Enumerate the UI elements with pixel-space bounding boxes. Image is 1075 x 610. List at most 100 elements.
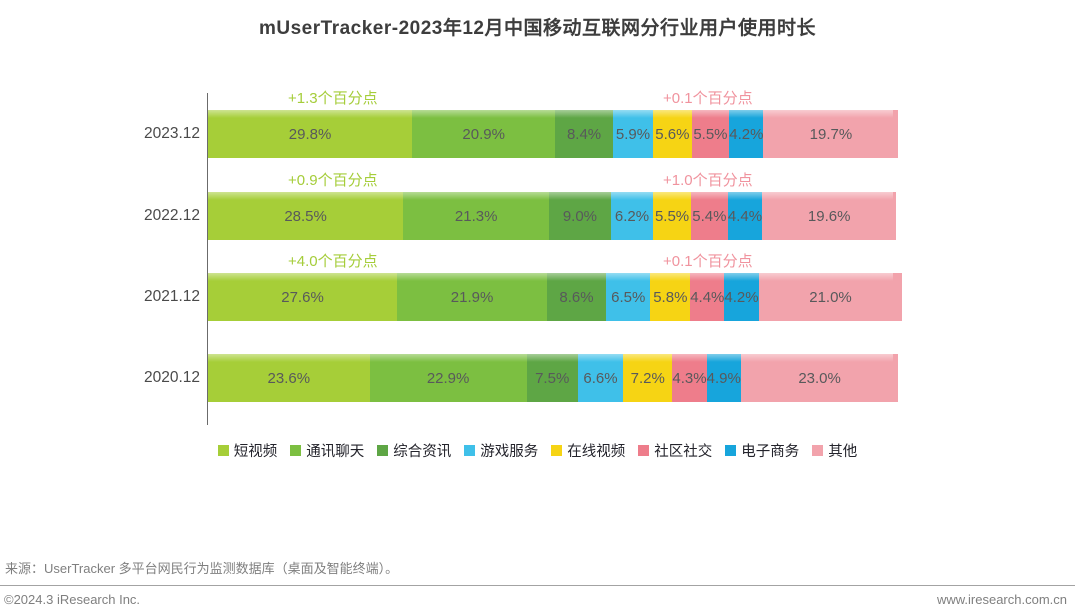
row-label: 2021.12 [143, 288, 200, 305]
legend-swatch [217, 445, 229, 456]
bar-segment: 5.8% [650, 273, 691, 321]
legend-label: 短视频 [233, 444, 278, 460]
bar-segment: 9.0% [549, 192, 611, 240]
gain-annotation-pink: +1.0个百分点 [663, 172, 753, 189]
legend-item: 综合资讯 [377, 440, 451, 461]
bar-segment: 19.6% [762, 192, 897, 240]
bar-segment: 6.2% [610, 192, 654, 240]
legend-label: 游戏服务 [480, 444, 539, 460]
segment-value-label: 4.3% [672, 369, 707, 387]
segment-value-label: 29.8% [288, 125, 332, 143]
chart-title: mUserTracker-2023年12月中国移动互联网分行业用户使用时长 [259, 18, 816, 39]
legend-label: 电子商务 [741, 444, 800, 460]
row-label: 2022.12 [143, 207, 200, 224]
legend-swatch [377, 445, 389, 456]
legend-swatch [551, 445, 563, 456]
legend-item: 通讯聊天 [290, 440, 364, 461]
bar-segment: 6.5% [605, 273, 651, 321]
legend-label: 通讯聊天 [306, 444, 365, 460]
segment-value-label: 5.5% [693, 125, 728, 143]
segment-value-label: 5.6% [655, 125, 690, 143]
segment-value-label: 8.4% [566, 125, 602, 143]
bar-segment: 6.6% [577, 354, 624, 402]
segment-value-label: 21.3% [454, 207, 498, 225]
segment-value-label: 4.9% [706, 369, 741, 387]
legend-item: 在线视频 [551, 440, 625, 461]
bar-segment: 20.9% [412, 110, 556, 158]
bar-segment: 21.9% [397, 273, 548, 321]
chart-area: 2023.12 +1.3个百分点 +0.1个百分点 29.8% 20.9% 8.4% 5.9… [0, 85, 1075, 430]
bar-segment: 21.3% [403, 192, 550, 240]
stacked-bar: 28.5% 21.3% 9.0% 6.2% 5.5% 5.4% 4.4% 19.6% [208, 192, 897, 240]
legend-item: 游戏服务 [464, 440, 538, 461]
bar-segment: 5.4% [690, 192, 728, 240]
legend-swatch [812, 445, 824, 456]
stacked-bar: 27.6% 21.9% 8.6% 6.5% 5.8% 4.4% 4.2% 21.0% [208, 273, 903, 321]
legend-label: 在线视频 [567, 444, 626, 460]
bar-segment: 5.5% [653, 192, 691, 240]
bar-segment: 7.2% [623, 354, 673, 402]
segment-value-label: 23.6% [267, 369, 311, 387]
segment-value-label: 5.5% [654, 207, 690, 225]
bar-segment: 23.6% [208, 354, 370, 402]
row-label: 2020.12 [143, 369, 200, 386]
legend-swatch [464, 445, 476, 456]
gain-annotation-green: +0.9个百分点 [288, 172, 378, 189]
segment-value-label: 21.0% [809, 288, 852, 306]
legend-item: 其他 [812, 440, 857, 461]
bar-segment: 4.2% [729, 110, 764, 158]
segment-value-label: 9.0% [562, 207, 598, 225]
segment-value-label: 6.5% [611, 288, 646, 306]
gain-annotation-green: +1.3个百分点 [288, 90, 378, 107]
legend-label: 社区社交 [654, 444, 713, 460]
bar-segment: 4.4% [727, 192, 763, 240]
legend-label: 其他 [828, 444, 858, 460]
legend-item: 社区社交 [638, 440, 712, 461]
segment-value-label: 4.2% [724, 288, 759, 306]
segment-value-label: 4.4% [727, 207, 763, 225]
gain-annotation-pink: +0.1个百分点 [663, 253, 753, 270]
bar-segment: 4.9% [706, 354, 741, 402]
segment-value-label: 4.2% [729, 125, 764, 143]
legend-swatch [290, 445, 302, 456]
bar-segment: 8.6% [547, 273, 606, 321]
bar-segment: 28.5% [208, 192, 404, 240]
legend: 短视频 通讯聊天 综合资讯 游戏服务 在线视频 社区社交 电子商务 其他 [0, 440, 1075, 461]
segment-value-label: 7.5% [535, 369, 570, 387]
segment-value-label: 19.6% [807, 207, 851, 225]
bar-segment: 27.6% [208, 273, 398, 321]
segment-value-label: 22.9% [426, 369, 470, 387]
segment-value-label: 27.6% [281, 288, 324, 306]
segment-value-label: 5.8% [653, 288, 688, 306]
gain-annotation-green: +4.0个百分点 [288, 253, 378, 270]
segment-value-label: 5.9% [615, 125, 651, 143]
legend-item: 电子商务 [725, 440, 799, 461]
bar-segment: 5.5% [691, 110, 730, 158]
row-label: 2023.12 [143, 125, 200, 142]
bar-segment: 29.8% [208, 110, 413, 158]
legend-swatch [638, 445, 650, 456]
legend-label: 综合资讯 [393, 444, 452, 460]
segment-value-label: 21.9% [450, 288, 494, 306]
legend-item: 短视频 [217, 440, 278, 461]
segment-value-label: 5.4% [692, 207, 727, 225]
segment-value-label: 23.0% [798, 369, 841, 387]
bar-segment: 4.2% [724, 273, 759, 321]
stacked-bar: 29.8% 20.9% 8.4% 5.9% 5.6% 5.5% 4.2% 19.7% [208, 110, 899, 158]
segment-value-label: 7.2% [630, 369, 665, 387]
copyright-text: ©2024.3 iResearch Inc. [4, 592, 141, 607]
gain-annotation-pink: +0.1个百分点 [663, 90, 753, 107]
bar-segment: 7.5% [526, 354, 578, 402]
y-axis-line [207, 93, 208, 425]
bar-segment: 23.0% [740, 354, 899, 402]
bar-segment: 22.9% [369, 354, 527, 402]
stacked-bar: 23.6% 22.9% 7.5% 6.6% 7.2% 4.3% 4.9% 23.0% [208, 354, 899, 402]
website-link: www.iresearch.com.cn [936, 592, 1067, 607]
bar-segment: 19.7% [763, 110, 899, 158]
source-note: 来源：UserTracker 多平台网民行为监测数据库（桌面及智能终端）。 [5, 561, 399, 576]
segment-value-label: 6.6% [583, 369, 618, 387]
legend-swatch [725, 445, 737, 456]
segment-value-label: 6.2% [614, 207, 650, 225]
bar-segment: 8.4% [555, 110, 613, 158]
segment-value-label: 28.5% [284, 207, 327, 225]
